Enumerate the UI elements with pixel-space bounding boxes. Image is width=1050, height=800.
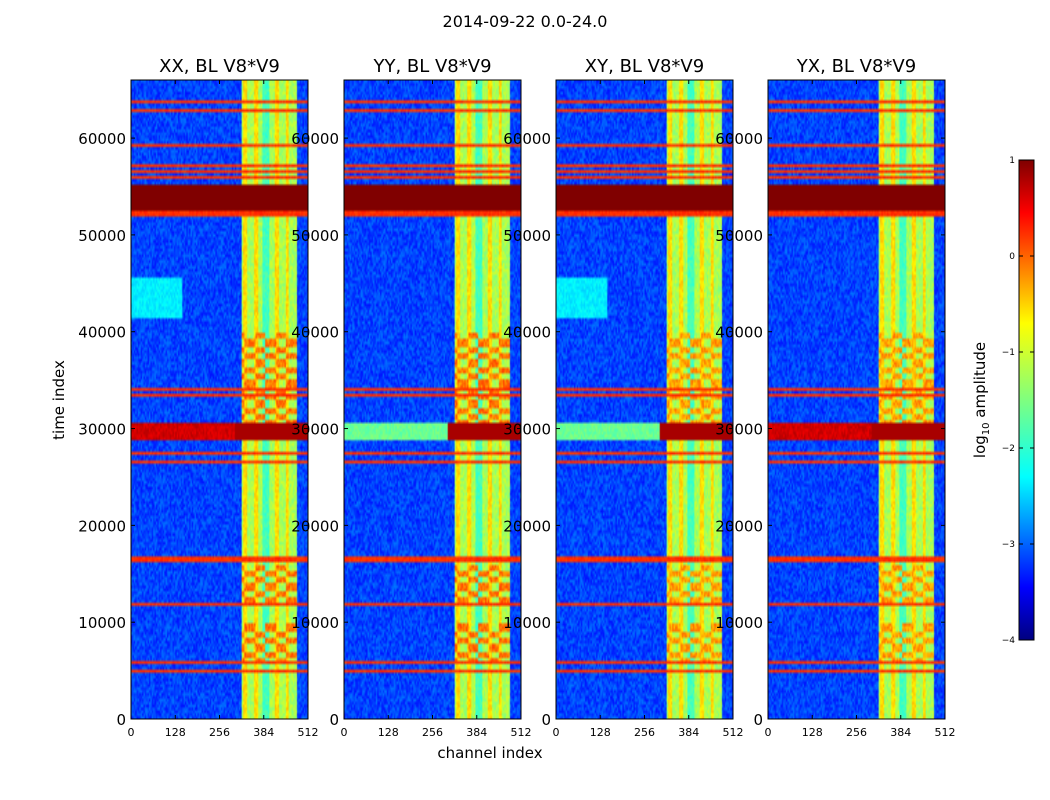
panels-layer: XX, BL V8*V9 0 128 256 384 512 0 10000 20000 3000… [78,56,955,739]
x-tick-label: 256 [209,726,230,739]
x-tick-label: 256 [846,726,867,739]
y-tick-label: 30000 [291,421,339,439]
x-tick-label: 384 [253,726,274,739]
colorbar-tick-label: 1 [1009,156,1015,166]
y-tick-label: 0 [329,711,339,729]
y-tick-label: 60000 [715,130,763,148]
y-axis-label: time index [50,360,68,440]
heatmap-xx [131,80,308,719]
x-tick-label: 384 [678,726,699,739]
heatmap-xy [556,80,733,719]
x-tick-label: 384 [890,726,911,739]
y-tick-label: 20000 [715,517,763,535]
x-tick-label: 128 [590,726,611,739]
y-tick-label: 50000 [503,227,551,245]
heatmap-yy [344,80,521,719]
x-tick-label: 128 [378,726,399,739]
y-tick-label: 30000 [715,421,763,439]
y-tick-label: 60000 [78,130,126,148]
heatmap-yx [768,80,945,719]
colorbar [1018,159,1035,641]
colorbar-layer: 1 0 −1 −2 −3 −4 log10 amplitude [971,156,1035,646]
x-tick-label: 512 [511,726,532,739]
y-tick-label: 30000 [78,421,126,439]
y-tick-label: 20000 [78,517,126,535]
y-tick-label: 60000 [291,130,339,148]
x-tick-label: 0 [765,726,772,739]
y-tick-label: 50000 [715,227,763,245]
y-tick-label: 30000 [503,421,551,439]
y-tick-label: 0 [753,711,763,729]
y-tick-label: 60000 [503,130,551,148]
y-tick-label: 50000 [291,227,339,245]
panel-xy: XY, BL V8*V9 0 128 256 384 512 0 10000 20000 3000… [503,56,743,739]
panel-xx: XX, BL V8*V9 0 128 256 384 512 0 10000 20000 3000… [78,56,318,739]
panel-yy: YY, BL V8*V9 0 128 256 384 512 0 10000 20000 3000… [291,56,531,739]
y-tick-label: 50000 [78,227,126,245]
x-axis-label: channel index [437,744,542,762]
y-tick-label: 40000 [78,324,126,342]
y-tick-label: 0 [116,711,126,729]
y-tick-label: 40000 [291,324,339,342]
colorbar-tick-label: −3 [1002,540,1015,550]
colorbar-tick-label: −4 [1002,636,1016,646]
y-tick-label: 10000 [715,614,763,632]
y-tick-label: 0 [541,711,551,729]
x-tick-label: 0 [128,726,135,739]
x-tick-label: 512 [935,726,956,739]
x-tick-label: 384 [466,726,487,739]
x-tick-label: 0 [553,726,560,739]
x-tick-label: 512 [298,726,319,739]
colorbar-tick-label: −2 [1002,444,1015,454]
y-tick-label: 10000 [503,614,551,632]
panel-title: XY, BL V8*V9 [585,56,704,77]
y-tick-label: 40000 [715,324,763,342]
x-tick-label: 512 [723,726,744,739]
panel-title: YX, BL V8*V9 [796,56,916,77]
x-tick-label: 0 [341,726,348,739]
panel-yx: YX, BL V8*V9 0 128 256 384 512 0 10000 20000 3000… [715,56,955,739]
panel-title: YY, BL V8*V9 [372,56,491,77]
x-tick-label: 256 [422,726,443,739]
y-tick-label: 20000 [291,517,339,535]
figure-suptitle: 2014-09-22 0.0-24.0 [442,12,608,31]
panel-title: XX, BL V8*V9 [159,56,280,77]
x-tick-label: 256 [634,726,655,739]
y-tick-label: 10000 [291,614,339,632]
colorbar-tick-label: 0 [1009,252,1015,262]
x-tick-label: 128 [802,726,823,739]
x-tick-label: 128 [165,726,186,739]
y-tick-label: 10000 [78,614,126,632]
colorbar-label: log10 amplitude [971,342,992,458]
y-tick-label: 40000 [503,324,551,342]
colorbar-tick-label: −1 [1002,348,1015,358]
y-tick-label: 20000 [503,517,551,535]
